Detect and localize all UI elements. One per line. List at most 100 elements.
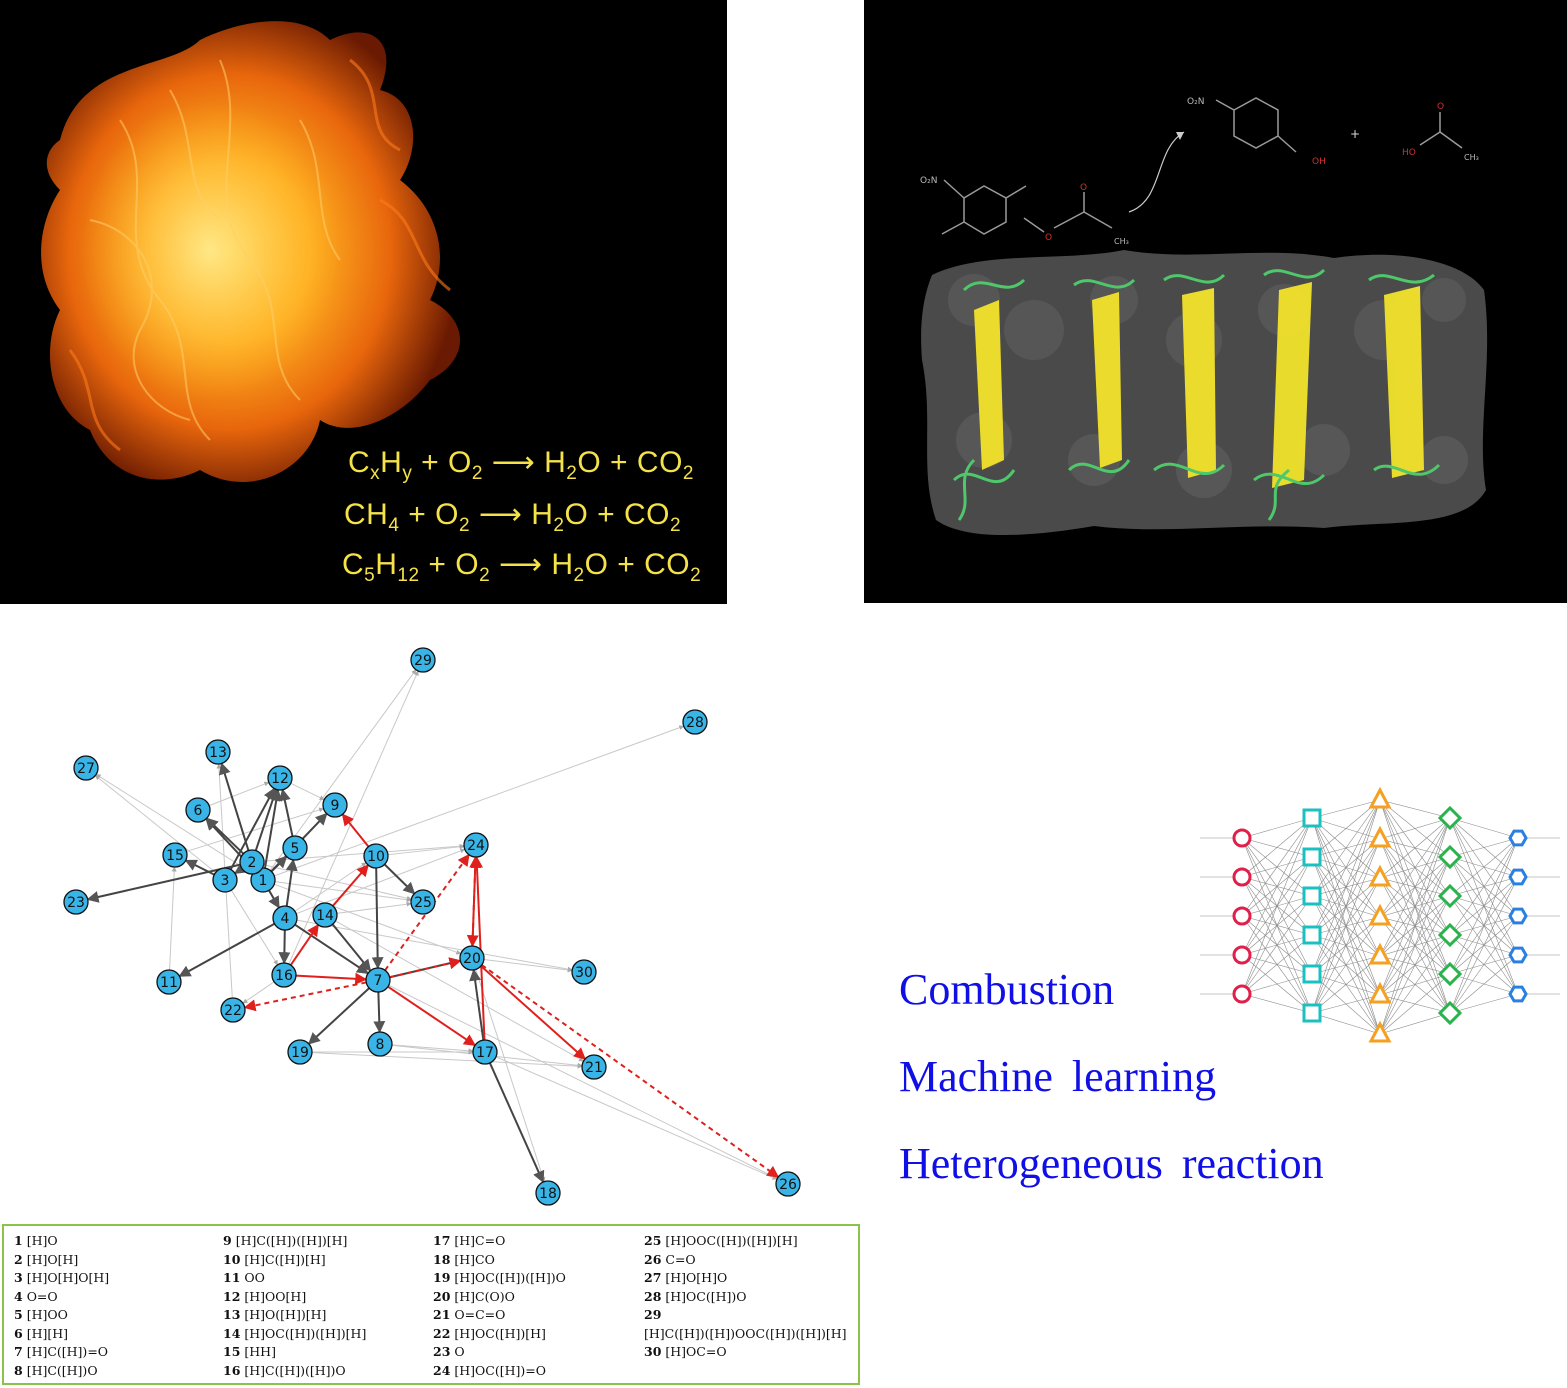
node-circle <box>185 797 211 823</box>
network-edge-major <box>86 863 241 903</box>
network-edge-minor <box>294 862 367 912</box>
nn-neuron-circle <box>1232 867 1252 887</box>
nn-neuron-triangle <box>1368 786 1392 809</box>
legend-item: 28 [H]OC([H])O <box>644 1288 747 1304</box>
network-node-19: 19 <box>287 1039 313 1065</box>
legend-item: 26 C=O <box>644 1251 696 1267</box>
network-edge-highlighted <box>341 813 370 848</box>
nn-neuron-hex <box>1508 829 1528 847</box>
network-edge-major <box>488 1062 545 1184</box>
network-edge-minor <box>336 901 412 914</box>
network-edge-minor <box>94 775 216 873</box>
nn-connection <box>1311 955 1381 1014</box>
nn-connection <box>1379 817 1451 1035</box>
node-circle <box>205 739 231 765</box>
node-circle <box>535 1180 561 1206</box>
legend-item: 13 [H]O([H])[H] <box>223 1307 327 1322</box>
network-edge-minor <box>311 1052 583 1069</box>
network-edge-highlighted <box>389 957 462 979</box>
network-node-13: 13 <box>205 739 231 765</box>
nn-neuron-triangle <box>1368 981 1392 1004</box>
legend-item: 5 [H]OO <box>14 1307 68 1322</box>
legend-item: 24 [H]OC([H])=O <box>433 1362 546 1378</box>
legend-item: 14 [H]OC([H])([H])[H] <box>223 1325 367 1341</box>
nn-connection <box>1241 817 1313 995</box>
node-circle <box>682 709 708 735</box>
legend-item: 4 O=O <box>14 1288 58 1304</box>
nn-neuron-triangle <box>1368 903 1392 926</box>
network-edge-highlighted <box>289 923 320 966</box>
node-circle <box>220 997 246 1023</box>
nn-connection <box>1241 817 1313 878</box>
reaction-network-graph: 1234567891011121314151617181920212223242… <box>63 647 801 1206</box>
network-edge-minor <box>290 782 325 801</box>
nn-neuron-hex <box>1508 907 1528 925</box>
node-label: 5 <box>291 841 300 857</box>
network-edge-highlighted <box>470 855 486 1041</box>
node-label: 26 <box>779 1177 797 1193</box>
equation-methane: CH4 + O2 ⟶ H2O + CO2 <box>344 498 682 536</box>
legend-item: 11 OO <box>223 1270 265 1285</box>
network-edge-major <box>371 867 384 970</box>
node-circle <box>459 945 485 971</box>
network-edge-highlighted <box>480 965 586 1060</box>
node-label: 1 <box>259 873 268 889</box>
network-node-4: 4 <box>272 905 298 931</box>
methyl-label: CH₃ <box>1114 237 1129 246</box>
beta-sheets <box>952 268 1441 521</box>
nn-connection <box>1241 973 1313 995</box>
nn-neuron-diamond <box>1437 1000 1463 1026</box>
nn-neuron-square <box>1302 808 1322 828</box>
node-label: 20 <box>463 951 481 967</box>
nn-neuron-circle <box>1232 828 1252 848</box>
nn-connection <box>1449 915 1519 1014</box>
node-label: 3 <box>221 873 230 889</box>
nn-neuron-square <box>1302 1003 1322 1023</box>
keyword-combustion: Combustion <box>899 965 1115 1014</box>
neural-network-diagram <box>1200 786 1560 1043</box>
node-label: 16 <box>275 968 293 984</box>
network-node-30: 30 <box>571 959 597 985</box>
network-node-20: 20 <box>459 945 485 971</box>
nn-connection <box>1379 934 1451 1035</box>
network-edge-minor <box>230 889 279 966</box>
nn-neuron-triangle <box>1368 825 1392 848</box>
network-edge-highlighted <box>387 985 477 1047</box>
legend-item: 23 O <box>433 1344 465 1359</box>
node-label: 8 <box>376 1037 385 1053</box>
legend-item: 1 [H]O <box>14 1233 58 1248</box>
network-edge-minor <box>296 919 573 972</box>
node-circle <box>363 843 389 869</box>
nn-neuron-triangle <box>1368 942 1392 965</box>
node-circle <box>463 832 489 858</box>
legend-item: 17 [H]C=O <box>433 1233 506 1248</box>
network-node-9: 9 <box>322 792 348 818</box>
legend-item: 3 [H]O[H]O[H] <box>14 1270 110 1285</box>
nn-connection <box>1379 895 1451 1035</box>
nn-neuron-square <box>1302 964 1322 984</box>
acid-ch3-label: CH₃ <box>1464 153 1479 162</box>
network-node-7: 7 <box>365 967 391 993</box>
node-circle <box>162 842 188 868</box>
network-edge-minor <box>274 883 462 955</box>
network-edge-minor <box>242 981 275 1004</box>
legend-item: 18 [H]CO <box>433 1251 495 1267</box>
node-circle <box>472 1039 498 1065</box>
nn-connection <box>1449 837 1519 975</box>
nn-neuron-circle <box>1232 984 1252 1004</box>
network-edge-minor <box>95 773 254 875</box>
node-circle <box>410 889 436 915</box>
nn-connection <box>1311 838 1381 1014</box>
network-node-3: 3 <box>212 867 238 893</box>
node-label: 21 <box>585 1060 603 1076</box>
network-edge-minor <box>186 807 325 852</box>
acid-ho-label: HO <box>1402 148 1416 158</box>
network-node-18: 18 <box>535 1180 561 1206</box>
network-edge-major <box>178 922 275 978</box>
network-edge-minor <box>495 1056 778 1180</box>
carbonyl-oxygen: O <box>1080 183 1087 193</box>
network-edge-major <box>270 855 288 873</box>
nn-neuron-diamond <box>1437 805 1463 831</box>
nn-neuron-square <box>1302 886 1322 906</box>
acetic-acid <box>1419 112 1463 149</box>
